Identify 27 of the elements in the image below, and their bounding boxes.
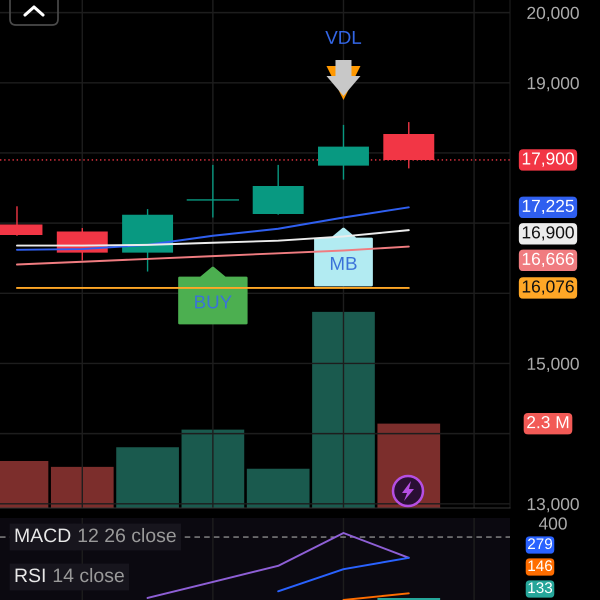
- y-tick-label: 20,000: [527, 6, 579, 22]
- text: 17,225: [522, 200, 574, 214]
- y-tick-label: 13,000: [528, 498, 579, 512]
- bar: [246, 468, 310, 508]
- text: 279: [528, 538, 552, 550]
- annotation: MB: [330, 256, 357, 270]
- annotation: BUY: [195, 295, 232, 309]
- bar: [312, 312, 375, 508]
- text: 16,076: [522, 280, 574, 295]
- text: 2.3 M: [527, 416, 568, 428]
- ref-line-label: 17,900: [522, 152, 574, 167]
- bar: [116, 447, 179, 508]
- annotation: VDL: [325, 30, 362, 44]
- y-tick-label: 15,000: [528, 358, 579, 372]
- candlestick: [186, 164, 240, 218]
- text: 133: [528, 582, 552, 594]
- line-series: [16, 206, 410, 251]
- y-tick-label: 19,000: [528, 76, 579, 92]
- text: 400: [538, 517, 567, 530]
- annotation: RSI 14 close: [16, 568, 124, 582]
- bar: [182, 430, 244, 508]
- bar: [50, 466, 114, 508]
- line-series: [16, 229, 410, 247]
- text: 16,900: [522, 226, 574, 241]
- text: 16,666: [522, 252, 574, 268]
- annotation: MACD 12 26 close: [16, 528, 176, 542]
- text: 146: [528, 560, 552, 572]
